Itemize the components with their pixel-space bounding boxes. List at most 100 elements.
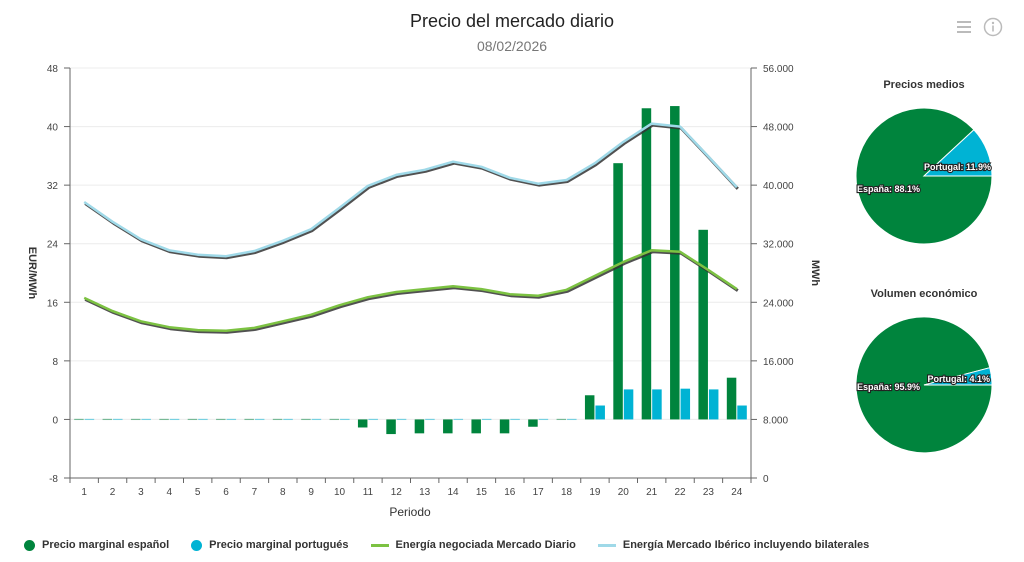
y-left-tick-label: 24 [47,240,59,251]
bar-portugal-price [368,418,378,421]
bar-spain-price [216,418,226,421]
x-tick-label: 9 [308,487,314,498]
bar-spain-price [443,419,453,434]
bar-spain-price [102,418,113,421]
grid-lines [70,67,751,420]
x-tick-label: 23 [703,487,715,498]
bar-portugal-price [425,418,435,421]
bar-portugal-price [453,418,464,421]
x-tick-label: 16 [504,487,516,498]
x-tick-label: 7 [252,487,258,498]
pie-label-portugal: Portugal: 11.9% [924,162,991,172]
legend-line-icon [370,543,389,547]
y-right-tick-label: 16.000 [763,357,794,368]
y-left-tick-label: 0 [52,415,58,426]
y-right-tick-label: 40.000 [763,181,794,192]
bar-spain-price [414,419,425,434]
pie-label-portugal: Portugal: 4.1% [927,374,990,384]
bar-portugal-price [567,418,577,421]
y-axis-left-label: EUR/MWh [26,247,38,300]
legend-label: Energía negociada Mercado Diario [395,539,576,551]
x-tick-label: 5 [195,487,201,498]
bars [74,106,747,435]
y-left-tick-label: 32 [47,181,59,192]
bar-portugal-price [340,418,350,421]
x-tick-label: 10 [334,487,346,498]
legend-label: Energía Mercado Ibérico incluyendo bilat… [622,539,870,551]
bar-portugal-price [198,418,208,421]
x-tick-label: 4 [167,487,173,498]
bar-spain-price [329,418,340,421]
y-axis-right-label: MWh [809,260,821,287]
line-energy-daily [83,249,738,333]
hamburger-menu-icon[interactable] [954,16,976,38]
y-left-tick-label: 8 [52,357,58,368]
legend-dot-icon [24,539,35,551]
bar-spain-price [74,418,84,421]
bar-portugal-price [510,418,520,421]
legend-item-spanish-price[interactable]: Precio marginal español [24,539,169,551]
legend-item-daily-energy[interactable]: Energía negociada Mercado Diario [370,539,576,551]
x-tick-label: 11 [363,487,374,498]
bar-portugal-price [283,418,293,421]
pie-slice-portugal [922,129,993,177]
bar-spain-price [613,163,623,420]
bar-spain-price [386,419,396,435]
bar-portugal-price [481,418,492,421]
bar-portugal-price [737,405,747,420]
pie-title: Precios medios [883,79,964,91]
bar-spain-price [159,418,169,421]
y-right-tick-label: 24.000 [763,298,794,309]
bar-spain-price [528,419,538,427]
x-tick-label: 1 [81,487,87,498]
x-tick-label: 13 [419,487,431,498]
legend-label: Precio marginal portugués [209,539,349,551]
bar-spain-price [726,377,737,420]
pie-label-spain: España: 95.9% [857,382,920,392]
x-axis-label: Periodo [389,505,431,519]
x-tick-label: 18 [561,487,573,498]
bar-spain-price [130,418,141,421]
info-icon[interactable] [982,16,1004,38]
bar-spain-price [641,108,652,420]
chart-title: Precio del mercado diario [409,11,615,31]
y-right-tick-label: 56.000 [763,64,794,75]
pie-precios-medios: España: 88.1% Portugal: 11.9% Precios medi… [855,79,993,245]
chart-date: 08/02/2026 [476,38,548,54]
x-tick-label: 3 [138,487,144,498]
bar-portugal-price [141,418,151,421]
x-tick-label: 2 [110,487,116,498]
axes: 484032241680-856.00048.00040.00032.00024… [47,64,794,498]
x-tick-label: 15 [476,487,488,498]
pie-title: Volumen económico [871,288,978,300]
x-tick-label: 6 [223,487,229,498]
x-tick-label: 21 [646,487,658,498]
bar-portugal-price [311,418,322,421]
x-tick-label: 14 [448,487,460,498]
x-tick-label: 19 [589,487,601,498]
bar-portugal-price [623,389,634,420]
bar-spain-price [357,419,368,428]
legend: Precio marginal español Precio marginal … [24,539,891,551]
y-left-tick-label: 48 [47,64,59,75]
bar-portugal-price [708,389,719,420]
legend-item-portuguese-price[interactable]: Precio marginal portugués [191,539,349,551]
pie-label-spain: España: 88.1% [857,184,920,194]
y-left-tick-label: -8 [49,474,58,485]
bar-portugal-price [652,389,662,420]
bar-spain-price [499,419,510,434]
x-tick-label: 22 [675,487,687,498]
x-tick-label: 24 [731,487,743,498]
legend-line-icon [597,543,616,547]
bar-portugal-price [396,418,407,421]
line-shadow [84,123,739,260]
bar-spain-price [272,418,283,421]
bar-spain-price [670,106,680,420]
bar-portugal-price [254,418,265,421]
line-energy-iberian [83,122,738,258]
bar-spain-price [301,418,311,421]
y-right-tick-label: 8.000 [763,415,788,426]
x-tick-label: 8 [280,487,286,498]
legend-item-iberian-energy[interactable]: Energía Mercado Ibérico incluyendo bilat… [597,539,870,551]
bar-spain-price [584,395,595,420]
